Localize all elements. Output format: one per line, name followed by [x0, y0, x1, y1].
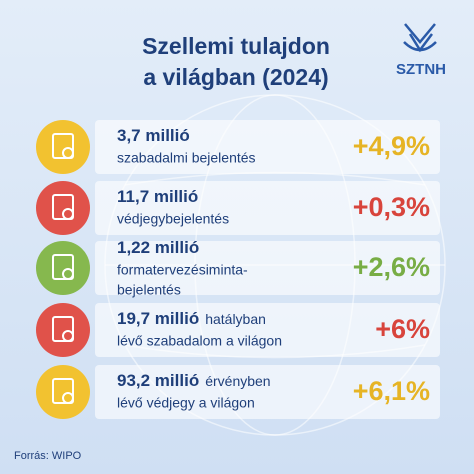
change: +0,3%: [353, 192, 430, 222]
row-card: [95, 241, 440, 295]
description: védjegybejelentés: [117, 211, 229, 227]
amount-line: 3,7 millió: [117, 126, 190, 145]
change: +4,9%: [353, 131, 430, 161]
description: szabadalmi bejelentés: [117, 150, 256, 166]
amount-line: 93,2 millió érvényben: [117, 371, 271, 390]
description: lévő védjegy a világon: [117, 395, 255, 411]
row-card: [95, 303, 440, 357]
icon-doc: [52, 133, 74, 159]
amount-suffix: érvényben: [205, 373, 270, 389]
icon-circle: [36, 120, 90, 174]
icon-circle: [36, 303, 90, 357]
amount: 11,7 millió: [117, 187, 198, 206]
icon-seal: [62, 392, 74, 404]
icon-circle: [36, 241, 90, 295]
logo-text: SZTNH: [396, 61, 446, 78]
description: lévő szabadalom a világon: [117, 333, 282, 349]
amount: 93,2 millió: [117, 371, 199, 390]
description: bejelentés: [117, 282, 181, 298]
amount: 1,22 millió: [117, 238, 199, 257]
row-card: [95, 181, 440, 235]
icon-doc: [52, 254, 74, 280]
source: Forrás: WIPO: [14, 450, 82, 462]
title-line: Szellemi tulajdon: [142, 33, 330, 59]
amount-line: 11,7 millió: [117, 187, 198, 206]
description: formatervezésiminta-: [117, 262, 248, 278]
change: +6,1%: [353, 376, 430, 406]
change: +2,6%: [353, 252, 430, 282]
icon-seal: [62, 268, 74, 280]
amount-line: 19,7 millió hatályban: [117, 309, 266, 328]
change: +6%: [375, 314, 430, 344]
icon-doc: [52, 194, 74, 220]
amount-suffix: hatályban: [205, 311, 266, 327]
amount: 3,7 millió: [117, 126, 190, 145]
logo-icon: [403, 23, 437, 53]
row-card: [95, 120, 440, 174]
icon-seal: [62, 330, 74, 342]
icon-circle: [36, 181, 90, 235]
icon-seal: [62, 208, 74, 220]
title-line: a világban (2024): [143, 64, 328, 90]
icon-seal: [62, 147, 74, 159]
amount: 19,7 millió: [117, 309, 199, 328]
icon-doc: [52, 378, 74, 404]
icon-doc: [52, 316, 74, 342]
rows: 3,7 millió szabadalmi bejelentés +4,9% 11,7…: [36, 120, 440, 419]
row-card: [95, 365, 440, 419]
icon-circle: [36, 365, 90, 419]
amount-line: 1,22 millió: [117, 238, 199, 257]
